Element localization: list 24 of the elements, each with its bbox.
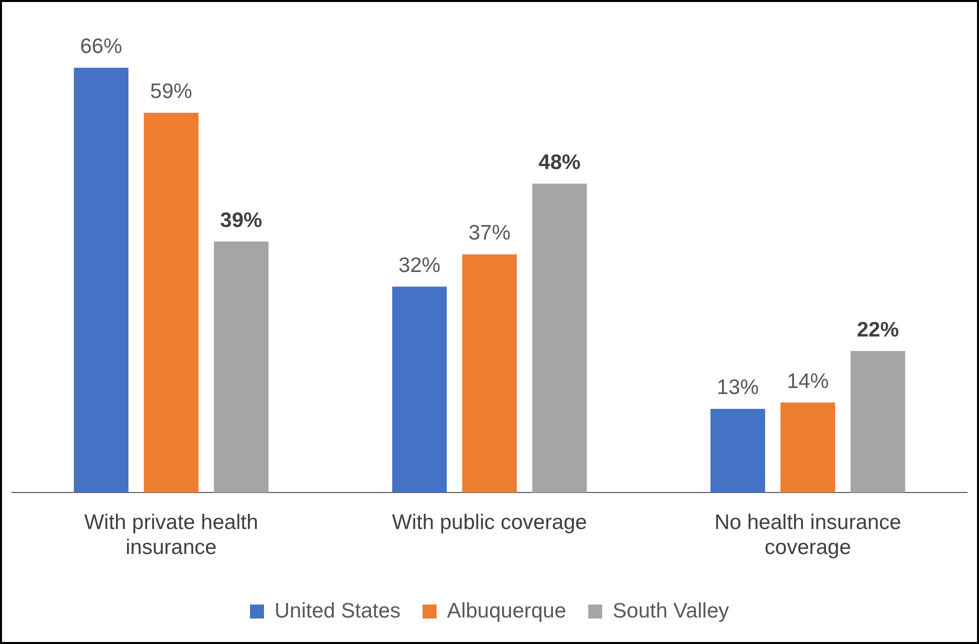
legend-label: Albuquerque bbox=[447, 599, 566, 622]
data-label: 48% bbox=[538, 150, 581, 174]
data-label: 13% bbox=[716, 376, 759, 400]
data-label: 22% bbox=[856, 318, 900, 342]
x-tick-label: With public coverage bbox=[392, 510, 587, 534]
data-label: 66% bbox=[80, 35, 122, 58]
bar bbox=[214, 242, 269, 493]
legend-label: South Valley bbox=[612, 599, 730, 622]
bar bbox=[780, 402, 836, 493]
bar bbox=[462, 254, 517, 493]
x-tick-label: No health insurance coverage bbox=[714, 510, 902, 560]
data-label: 59% bbox=[150, 80, 192, 104]
bar bbox=[850, 350, 906, 493]
data-label: 39% bbox=[220, 208, 263, 232]
bar bbox=[144, 112, 198, 493]
data-label: 14% bbox=[786, 370, 829, 393]
bar bbox=[532, 184, 587, 493]
bar bbox=[392, 286, 447, 493]
x-tick-label: With private health insurance bbox=[84, 510, 258, 560]
bar bbox=[710, 408, 766, 493]
legend-label: United States bbox=[274, 599, 401, 622]
bar bbox=[74, 68, 128, 493]
data-label: 32% bbox=[398, 254, 440, 277]
data-label: 37% bbox=[468, 222, 511, 245]
